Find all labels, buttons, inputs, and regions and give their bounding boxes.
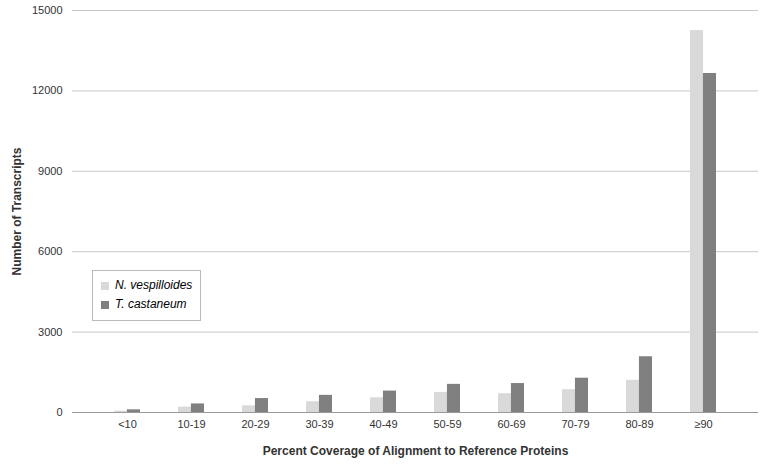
svg-text:30-39: 30-39 xyxy=(305,418,333,430)
svg-text:10-19: 10-19 xyxy=(177,418,205,430)
svg-text:50-59: 50-59 xyxy=(433,418,461,430)
svg-text:40-49: 40-49 xyxy=(369,418,397,430)
svg-text:Percent Coverage of Alignment: Percent Coverage of Alignment to Referen… xyxy=(263,444,569,458)
svg-text:<10: <10 xyxy=(118,418,137,430)
svg-text:80-89: 80-89 xyxy=(625,418,653,430)
svg-text:20-29: 20-29 xyxy=(241,418,269,430)
html-text:T. castaneum: T. castaneum xyxy=(115,297,187,312)
svg-text:9000: 9000 xyxy=(38,165,62,177)
svg-text:0: 0 xyxy=(56,406,62,418)
svg-text:6000: 6000 xyxy=(38,245,62,257)
svg-text:15000: 15000 xyxy=(32,4,63,16)
svg-text:Number of Transcripts: Number of Transcripts xyxy=(10,147,24,275)
html-text:N. vespilloides: N. vespilloides xyxy=(115,278,193,293)
svg-text:3000: 3000 xyxy=(38,326,62,338)
svg-text:60-69: 60-69 xyxy=(497,418,525,430)
svg-text:70-79: 70-79 xyxy=(561,418,589,430)
svg-text:≥90: ≥90 xyxy=(694,418,712,430)
svg-text:12000: 12000 xyxy=(32,84,63,96)
